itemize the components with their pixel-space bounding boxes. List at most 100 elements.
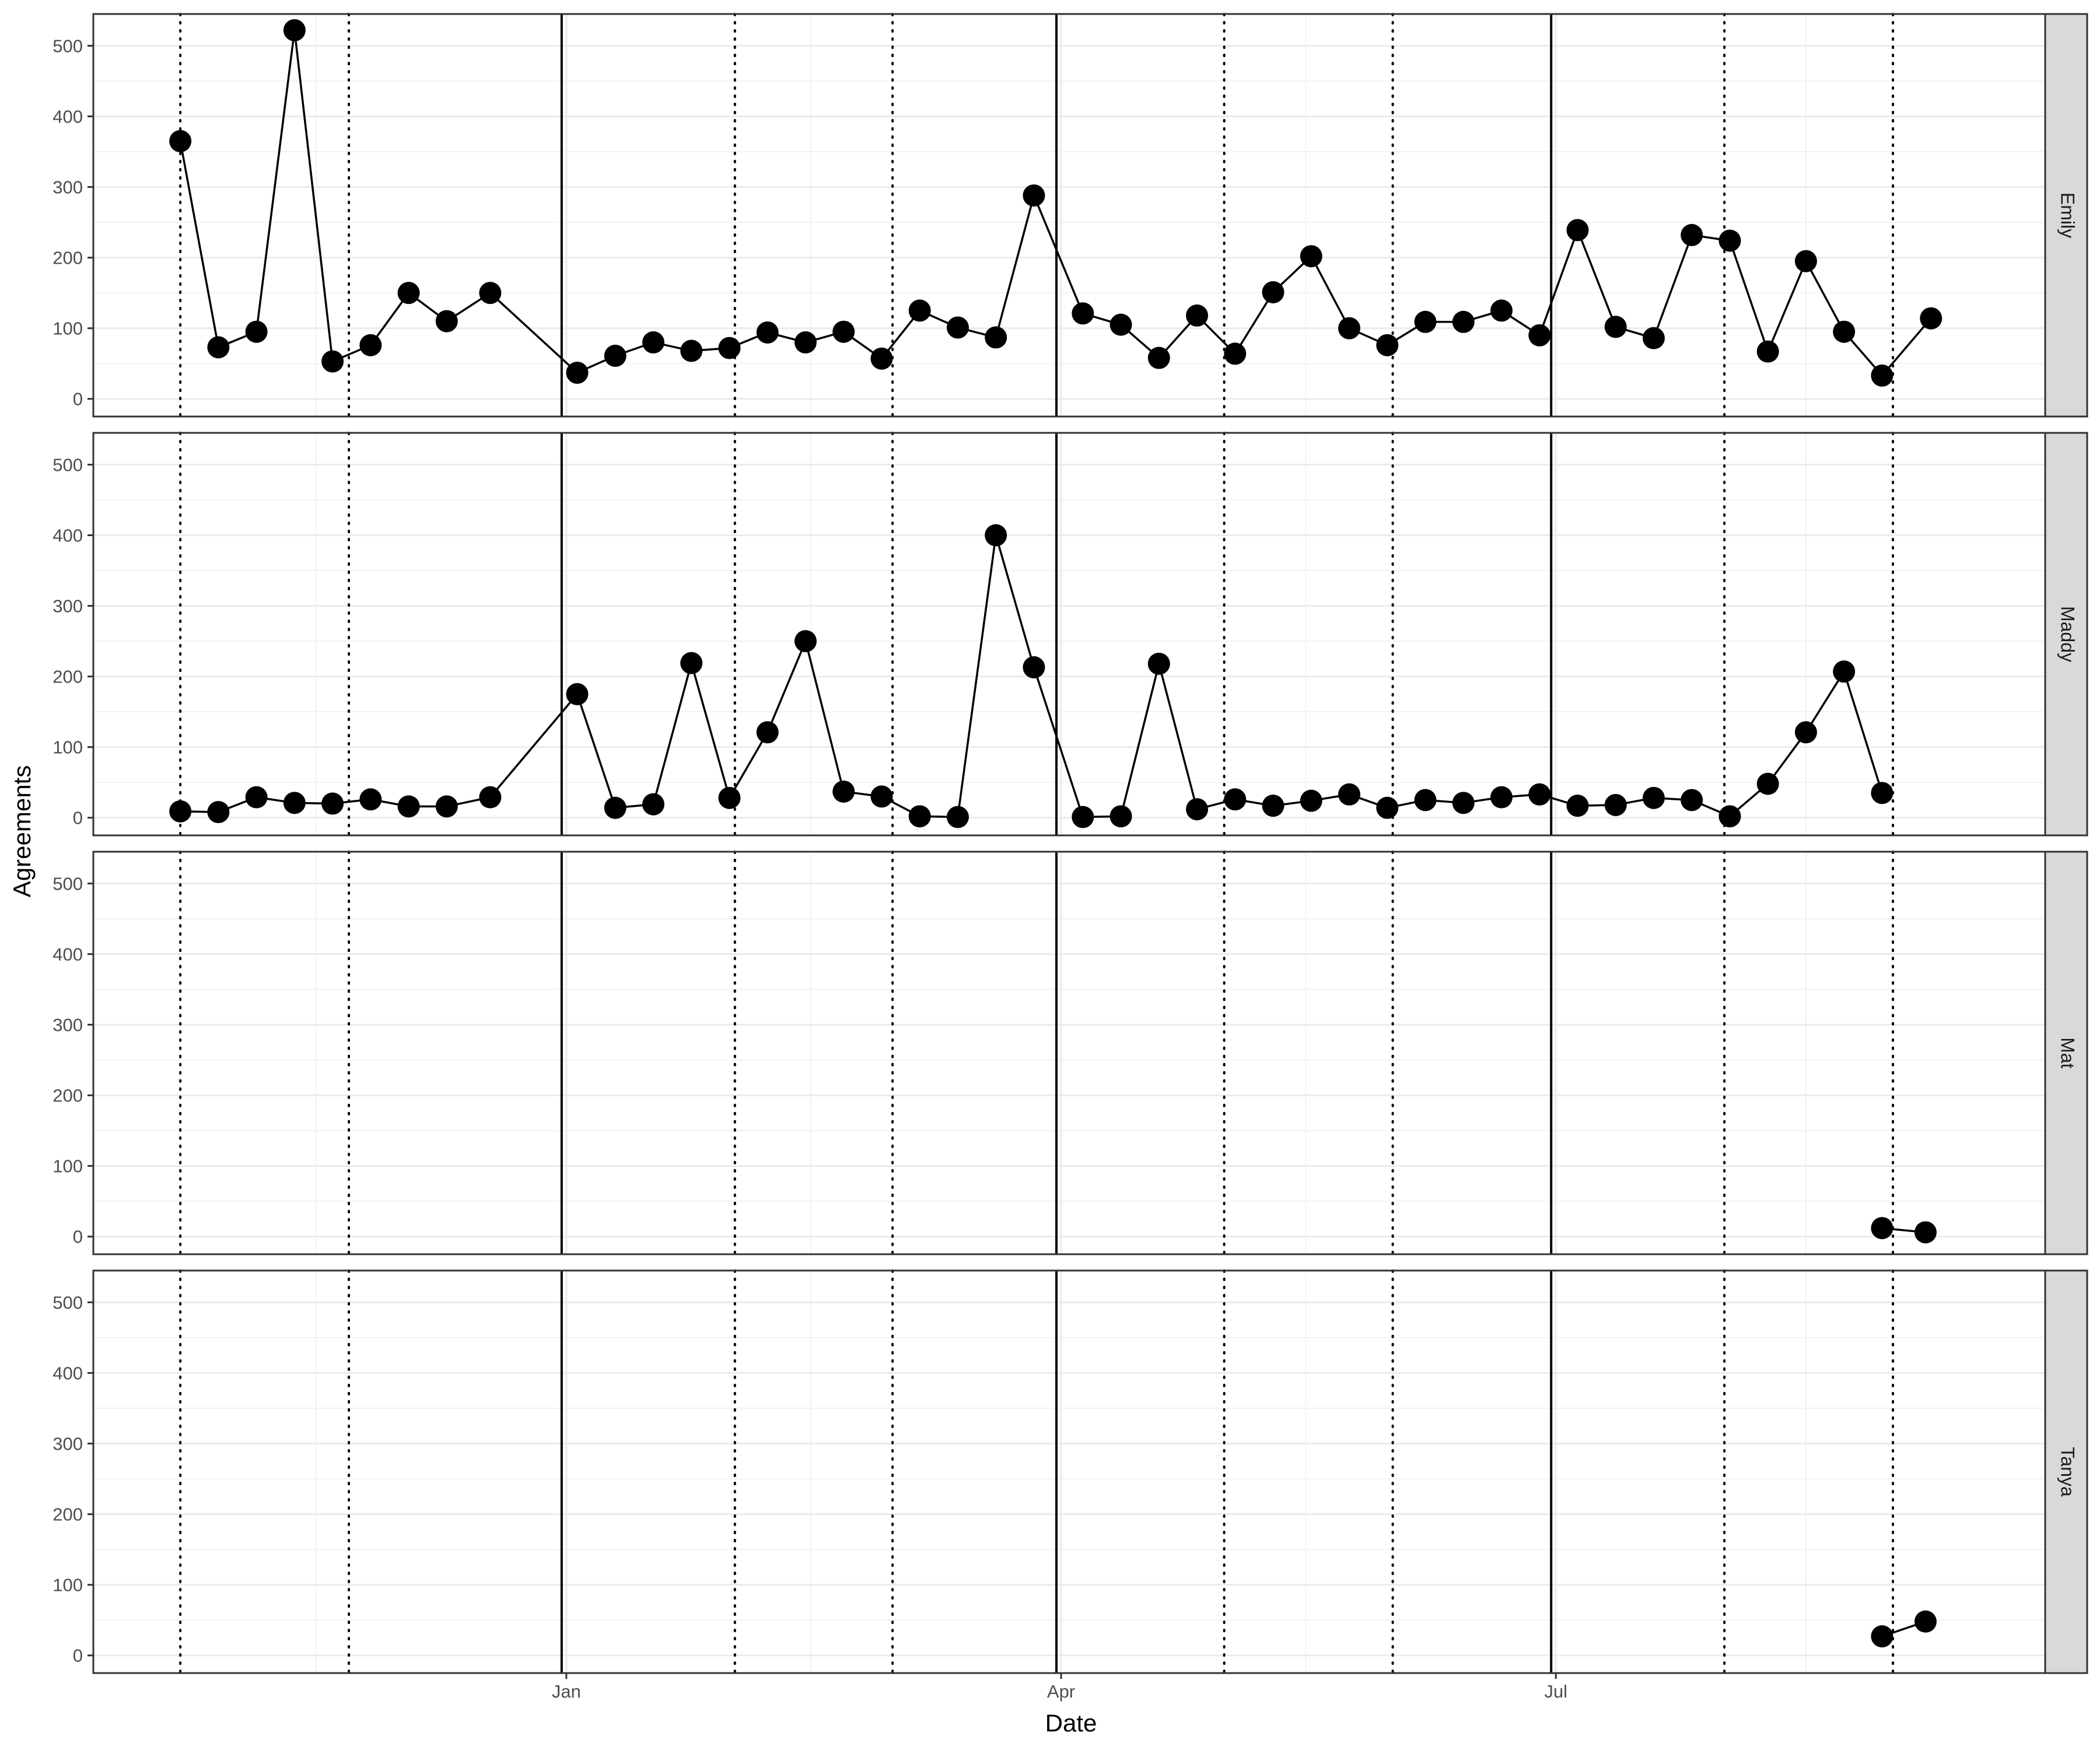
data-point [207, 801, 229, 823]
data-point [1833, 660, 1855, 683]
data-point [246, 786, 268, 809]
y-axis-title: Agreements [8, 765, 36, 897]
data-point [1871, 365, 1893, 387]
y-tick-label: 100 [52, 1575, 83, 1595]
y-tick-label: 100 [52, 737, 83, 758]
data-point [359, 334, 382, 356]
data-point [1148, 347, 1170, 369]
y-tick-label: 500 [52, 873, 83, 894]
data-point [1490, 299, 1513, 321]
y-tick-label: 400 [52, 526, 83, 546]
data-point [794, 331, 817, 354]
data-point [1414, 789, 1436, 811]
data-point [1566, 795, 1588, 817]
data-point [284, 792, 306, 814]
data-point [1414, 311, 1436, 333]
data-point [479, 282, 501, 304]
data-point [947, 806, 969, 828]
data-point [1795, 250, 1817, 272]
data-point [398, 282, 420, 304]
data-point [1757, 341, 1779, 363]
data-point [1300, 245, 1322, 267]
data-point [1718, 805, 1741, 827]
data-point [566, 683, 589, 705]
y-tick-label: 0 [73, 1646, 83, 1666]
data-point [1871, 1217, 1893, 1239]
y-tick-label: 200 [52, 248, 83, 268]
data-point [1915, 1611, 1937, 1633]
data-point [1718, 230, 1741, 252]
data-point [604, 797, 626, 819]
panel-background [93, 1271, 2045, 1673]
data-point [1262, 281, 1284, 303]
x-axis-title: Date [1045, 1709, 1097, 1737]
y-tick-label: 400 [52, 107, 83, 127]
data-point [909, 805, 931, 827]
data-point [1490, 786, 1513, 809]
panel-maddy: 0 100 200 300 400 500 Maddy [52, 433, 2087, 835]
data-point [1452, 311, 1475, 333]
data-point [566, 362, 589, 384]
data-point [1376, 334, 1398, 356]
y-tick-label: 0 [73, 808, 83, 828]
y-tick-label: 300 [52, 596, 83, 617]
data-point [1757, 773, 1779, 795]
panel-background [93, 852, 2045, 1254]
data-point [909, 299, 931, 321]
data-point [1186, 798, 1208, 820]
data-point [1643, 327, 1665, 349]
data-point [284, 19, 306, 41]
panel-tanya: 0100200300400500TanyaJan Apr Jul [52, 1271, 2087, 1702]
data-point [1023, 656, 1045, 678]
data-point [1528, 324, 1550, 347]
y-tick-label: 300 [52, 177, 83, 198]
facet-strip-label: Emily [2057, 193, 2078, 238]
panels-layer: 0 100 200 300 400 500 Emily 0 100 200 300 400 500 Mad… [52, 14, 2087, 1702]
data-point [1338, 317, 1360, 340]
data-point [1566, 219, 1588, 241]
data-point [985, 524, 1007, 547]
data-point [1023, 184, 1045, 207]
data-point [169, 130, 191, 152]
data-point [680, 652, 702, 674]
facet-strip-label: Maddy [2057, 606, 2078, 662]
data-point [680, 340, 702, 362]
data-point [479, 786, 501, 809]
data-point [1605, 316, 1627, 338]
facet-strip-label: Mat [2057, 1037, 2078, 1068]
data-point [1072, 302, 1094, 324]
data-point [1338, 783, 1360, 806]
y-tick-label: 500 [52, 1292, 83, 1313]
y-tick-label: 100 [52, 1156, 83, 1177]
data-point [1148, 653, 1170, 675]
data-point [436, 310, 458, 333]
x-tick-label: Jan [552, 1681, 581, 1702]
data-point [1681, 789, 1703, 811]
y-tick-label: 500 [52, 36, 83, 56]
y-tick-label: 300 [52, 1015, 83, 1035]
data-point [1833, 321, 1855, 343]
panel-emily: 0 100 200 300 400 500 Emily [52, 14, 2087, 417]
data-point [642, 793, 664, 816]
data-point [1262, 795, 1284, 817]
data-point [718, 337, 740, 359]
data-point [832, 321, 855, 343]
data-point [1605, 794, 1627, 816]
data-point [794, 630, 817, 652]
data-point [169, 800, 191, 823]
data-point [359, 788, 382, 810]
data-point [321, 793, 344, 815]
y-tick-label: 500 [52, 454, 83, 475]
data-point [718, 787, 740, 809]
data-point [1224, 788, 1246, 810]
data-point [757, 721, 779, 743]
x-tick-label: Jul [1544, 1681, 1567, 1702]
data-point [642, 331, 664, 354]
data-point [870, 348, 892, 370]
y-tick-label: 200 [52, 1504, 83, 1525]
data-point [246, 321, 268, 343]
panel-mat: 0 100 200 300 400 500 Mat [52, 852, 2087, 1254]
panel-background [93, 14, 2045, 417]
